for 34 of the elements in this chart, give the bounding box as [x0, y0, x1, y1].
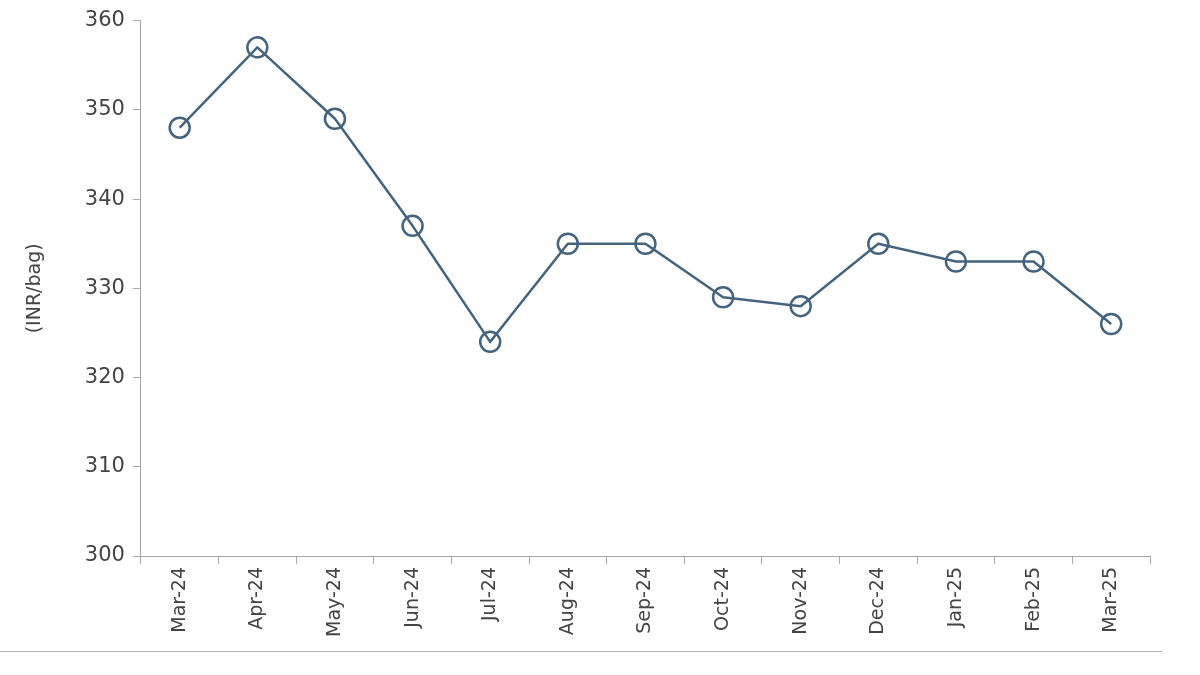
y-axis-title: (INR/bag): [22, 243, 45, 334]
y-tick-label: 340: [84, 185, 125, 210]
x-tick-label: Sep-24: [632, 567, 655, 634]
x-tick-label: Apr-24: [244, 567, 267, 630]
x-tick-label: Jun-24: [399, 567, 422, 629]
x-tick-label: Feb-25: [1020, 567, 1043, 632]
point: [1022, 250, 1045, 273]
y-tick-label: 330: [84, 274, 125, 299]
x-tick-label: Mar-25: [1098, 567, 1121, 633]
y-tick-label: 350: [84, 96, 125, 121]
point: [944, 250, 968, 273]
point: [478, 330, 502, 354]
point: [634, 232, 657, 255]
point: [867, 232, 890, 255]
x-tick-label: Aug-24: [554, 567, 577, 636]
x-tick-label: Mar-24: [166, 567, 189, 633]
point: [401, 214, 424, 238]
x-tick-label: May-24: [321, 567, 344, 638]
y-tick-label: 310: [84, 453, 125, 478]
point: [323, 107, 347, 131]
point: [711, 285, 735, 309]
y-tick-label: 300: [84, 542, 125, 567]
y-tick-label: 360: [84, 7, 125, 32]
point: [1099, 312, 1123, 336]
point: [246, 36, 269, 59]
x-tick-label: Dec-24: [865, 567, 888, 635]
point: [168, 116, 191, 139]
point: [789, 294, 812, 318]
x-tick-label: Oct-24: [710, 567, 732, 631]
x-tick-label: Jan-25: [942, 567, 965, 629]
point: [556, 232, 580, 255]
x-tick-label: Nov-24: [787, 567, 810, 635]
y-tick-label: 320: [84, 364, 125, 388]
x-tick-label: Jul-24: [477, 567, 500, 622]
